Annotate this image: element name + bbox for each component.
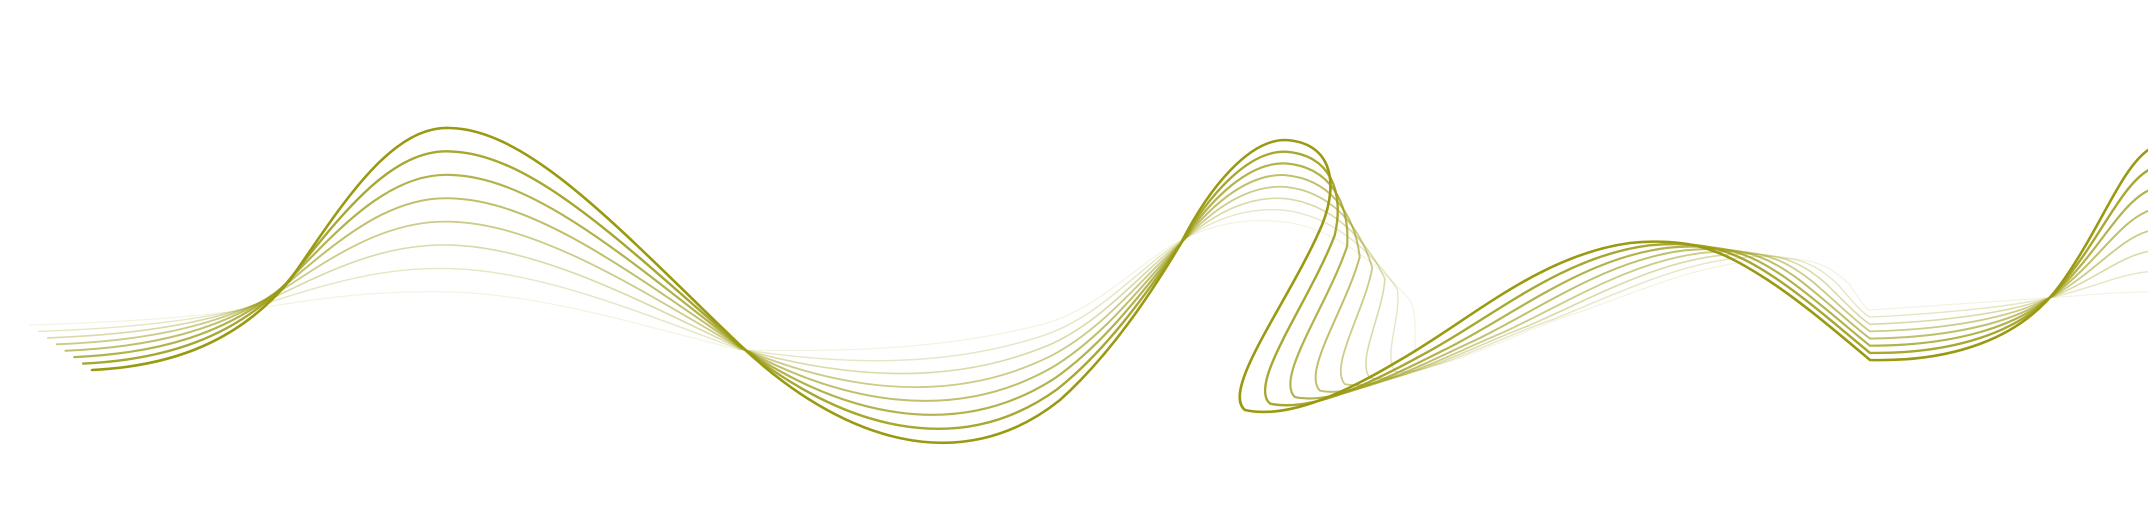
wave-line [90, 126, 2148, 444]
wave-line [81, 150, 2148, 430]
wave-line [29, 219, 2148, 367]
wave-line [55, 185, 2148, 388]
wave-line [38, 208, 2148, 373]
wave-lines-group [29, 126, 2148, 444]
wave-line [46, 197, 2148, 380]
wave-line [64, 174, 2148, 402]
